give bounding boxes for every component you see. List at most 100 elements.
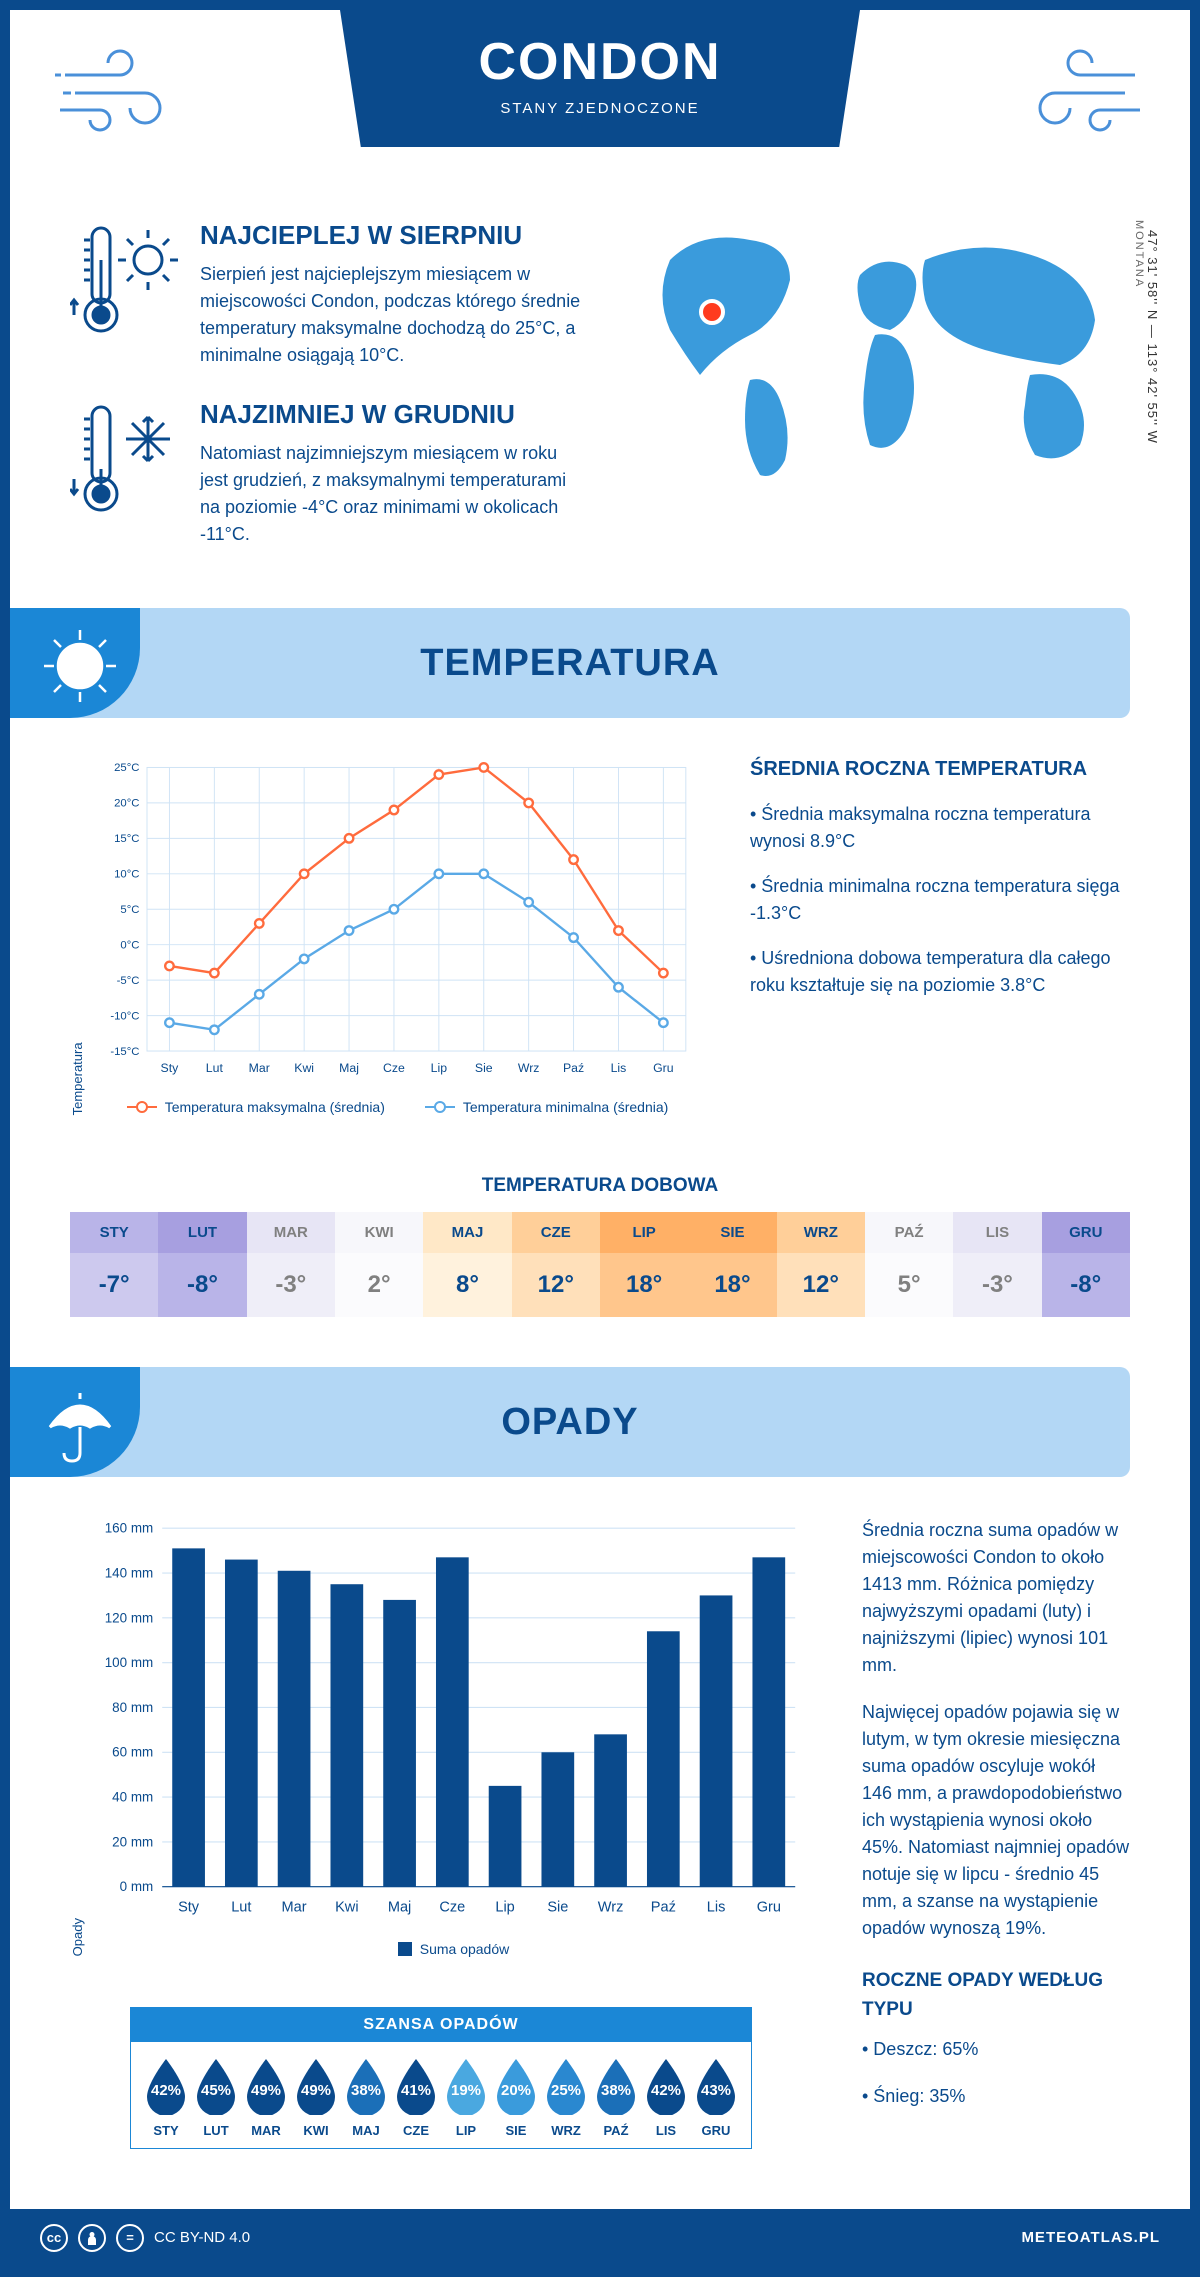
warmest-block: NAJCIEPLEJ W SIERPNIU Sierpień jest najc… bbox=[70, 220, 590, 369]
world-map-icon bbox=[630, 220, 1130, 480]
svg-text:25°C: 25°C bbox=[114, 762, 139, 774]
svg-text:Lis: Lis bbox=[611, 1061, 627, 1075]
annual-b3: • Uśredniona dobowa temperatura dla całe… bbox=[750, 945, 1130, 999]
chance-cell: 49%MAR bbox=[241, 2057, 291, 2138]
daily-cell: GRU-8° bbox=[1042, 1212, 1130, 1317]
temperature-heading: TEMPERATURA bbox=[420, 642, 720, 685]
precip-chart: 0 mm20 mm40 mm60 mm80 mm100 mm120 mm140 … bbox=[95, 1517, 812, 1956]
precip-legend: Suma opadów bbox=[95, 1941, 812, 1957]
precip-text-col: Średnia roczna suma opadów w miejscowośc… bbox=[862, 1517, 1130, 2148]
svg-text:100 mm: 100 mm bbox=[105, 1656, 154, 1671]
intro-text-col: NAJCIEPLEJ W SIERPNIU Sierpień jest najc… bbox=[70, 220, 590, 578]
chance-cell: 38%PAŹ bbox=[591, 2057, 641, 2138]
svg-text:Lut: Lut bbox=[231, 1900, 251, 1916]
svg-text:Sty: Sty bbox=[178, 1900, 200, 1916]
annual-b1: • Średnia maksymalna roczna temperatura … bbox=[750, 801, 1130, 855]
precip-snow: • Śnieg: 35% bbox=[862, 2083, 1130, 2110]
temperature-chart: -15°C -10°C -5°C 0°C 5°C 10°C 15°C 20°C 25°C Sty L… bbox=[95, 758, 700, 1115]
precip-text2: Najwięcej opadów pojawia się w lutym, w … bbox=[862, 1699, 1130, 1942]
daily-cell: WRZ12° bbox=[777, 1212, 865, 1317]
nd-icon: = bbox=[116, 2224, 144, 2252]
temp-ylabel: Temperatura bbox=[70, 758, 85, 1115]
svg-text:Wrz: Wrz bbox=[518, 1061, 540, 1075]
svg-text:5°C: 5°C bbox=[120, 904, 139, 916]
precip-rain: • Deszcz: 65% bbox=[862, 2036, 1130, 2063]
map-col: MONTANA 47° 31' 58'' N — 113° 42' 55'' W bbox=[630, 220, 1130, 578]
wind-icon-left bbox=[55, 45, 195, 140]
daily-cell: STY-7° bbox=[70, 1212, 158, 1317]
precip-heading: OPADY bbox=[501, 1401, 638, 1444]
chance-cell: 42%STY bbox=[141, 2057, 191, 2138]
svg-text:140 mm: 140 mm bbox=[105, 1566, 154, 1581]
svg-text:-10°C: -10°C bbox=[110, 1010, 139, 1022]
chance-panel: SZANSA OPADÓW 42%STY45%LUT49%MAR49%KWI38… bbox=[70, 2007, 752, 2149]
daily-cell: LIS-3° bbox=[953, 1212, 1041, 1317]
daily-heading: TEMPERATURA DOBOWA bbox=[10, 1175, 1190, 1197]
daily-cell: SIE18° bbox=[688, 1212, 776, 1317]
svg-text:20°C: 20°C bbox=[114, 798, 139, 810]
footer: cc = CC BY-ND 4.0 METEOATLAS.PL bbox=[10, 2209, 1190, 2267]
coordinates-label: 47° 31' 58'' N — 113° 42' 55'' W bbox=[1145, 230, 1160, 444]
chance-cell: 42%LIS bbox=[641, 2057, 691, 2138]
svg-text:15°C: 15°C bbox=[114, 833, 139, 845]
svg-text:Sty: Sty bbox=[161, 1061, 180, 1075]
coldest-block: NAJZIMNIEJ W GRUDNIU Natomiast najzimnie… bbox=[70, 399, 590, 548]
chance-cell: 49%KWI bbox=[291, 2057, 341, 2138]
svg-text:0°C: 0°C bbox=[120, 939, 139, 951]
svg-text:Kwi: Kwi bbox=[294, 1061, 314, 1075]
svg-text:40 mm: 40 mm bbox=[112, 1790, 153, 1805]
daily-cell: CZE12° bbox=[512, 1212, 600, 1317]
sun-icon bbox=[40, 626, 120, 711]
svg-text:Mar: Mar bbox=[282, 1900, 307, 1916]
title-banner: CONDON STANY ZJEDNOCZONE bbox=[340, 10, 860, 147]
daily-cell: PAŹ5° bbox=[865, 1212, 953, 1317]
chance-cell: 41%CZE bbox=[391, 2057, 441, 2138]
chance-cell: 20%SIE bbox=[491, 2057, 541, 2138]
temperature-banner: TEMPERATURA bbox=[10, 608, 1130, 718]
page-title: CONDON bbox=[340, 32, 860, 92]
precip-banner: OPADY bbox=[10, 1367, 1130, 1477]
svg-text:-15°C: -15°C bbox=[110, 1046, 139, 1058]
annual-heading: ŚREDNIA ROCZNA TEMPERATURA bbox=[750, 758, 1130, 781]
annual-b2: • Średnia minimalna roczna temperatura s… bbox=[750, 873, 1130, 927]
legend-min: Temperatura minimalna (średnia) bbox=[463, 1099, 668, 1115]
daily-cell: KWI2° bbox=[335, 1212, 423, 1317]
svg-text:Paź: Paź bbox=[651, 1900, 676, 1916]
intro-section: NAJCIEPLEJ W SIERPNIU Sierpień jest najc… bbox=[10, 200, 1190, 608]
coldest-heading: NAJZIMNIEJ W GRUDNIU bbox=[200, 399, 590, 430]
daily-cell: MAJ8° bbox=[423, 1212, 511, 1317]
warmest-heading: NAJCIEPLEJ W SIERPNIU bbox=[200, 220, 590, 251]
svg-text:Lip: Lip bbox=[495, 1900, 514, 1916]
chance-cell: 25%WRZ bbox=[541, 2057, 591, 2138]
temperature-body: Temperatura -15°C -10°C -5°C 0°C 5°C 10°C 15°C… bbox=[10, 718, 1190, 1155]
temperature-legend: Temperatura maksymalna (średnia) Tempera… bbox=[95, 1099, 700, 1115]
svg-text:Maj: Maj bbox=[388, 1900, 411, 1916]
svg-text:60 mm: 60 mm bbox=[112, 1745, 153, 1760]
chance-title: SZANSA OPADÓW bbox=[131, 2008, 751, 2042]
daily-table: STY-7°LUT-8°MAR-3°KWI2°MAJ8°CZE12°LIP18°… bbox=[70, 1212, 1130, 1317]
precip-body: Opady 0 mm20 mm40 mm60 mm80 mm100 mm120 … bbox=[10, 1477, 1190, 2168]
precip-type-heading: ROCZNE OPADY WEDŁUG TYPU bbox=[862, 1967, 1130, 2024]
svg-text:-5°C: -5°C bbox=[117, 975, 140, 987]
daily-cell: LIP18° bbox=[600, 1212, 688, 1317]
chance-cell: 43%GRU bbox=[691, 2057, 741, 2138]
by-icon bbox=[78, 2224, 106, 2252]
umbrella-icon bbox=[40, 1385, 120, 1470]
header: CONDON STANY ZJEDNOCZONE bbox=[10, 10, 1190, 200]
temperature-annual: ŚREDNIA ROCZNA TEMPERATURA • Średnia mak… bbox=[750, 758, 1130, 1115]
svg-text:20 mm: 20 mm bbox=[112, 1835, 153, 1850]
license-text: CC BY-ND 4.0 bbox=[154, 2229, 250, 2246]
precip-text1: Średnia roczna suma opadów w miejscowośc… bbox=[862, 1517, 1130, 1679]
svg-text:Wrz: Wrz bbox=[598, 1900, 624, 1916]
svg-text:Maj: Maj bbox=[339, 1061, 359, 1075]
svg-text:Paź: Paź bbox=[563, 1061, 584, 1075]
precip-legend-label: Suma opadów bbox=[420, 1941, 510, 1957]
svg-text:10°C: 10°C bbox=[114, 869, 139, 881]
site-name: METEOATLAS.PL bbox=[1021, 2229, 1160, 2246]
svg-text:80 mm: 80 mm bbox=[112, 1700, 153, 1715]
svg-text:160 mm: 160 mm bbox=[105, 1521, 154, 1536]
page-root: CONDON STANY ZJEDNOCZONE NAJCIEPLEJ W SI… bbox=[0, 0, 1200, 2277]
svg-text:0 mm: 0 mm bbox=[120, 1880, 154, 1895]
license-block: cc = CC BY-ND 4.0 bbox=[40, 2224, 250, 2252]
legend-max: Temperatura maksymalna (średnia) bbox=[165, 1099, 385, 1115]
